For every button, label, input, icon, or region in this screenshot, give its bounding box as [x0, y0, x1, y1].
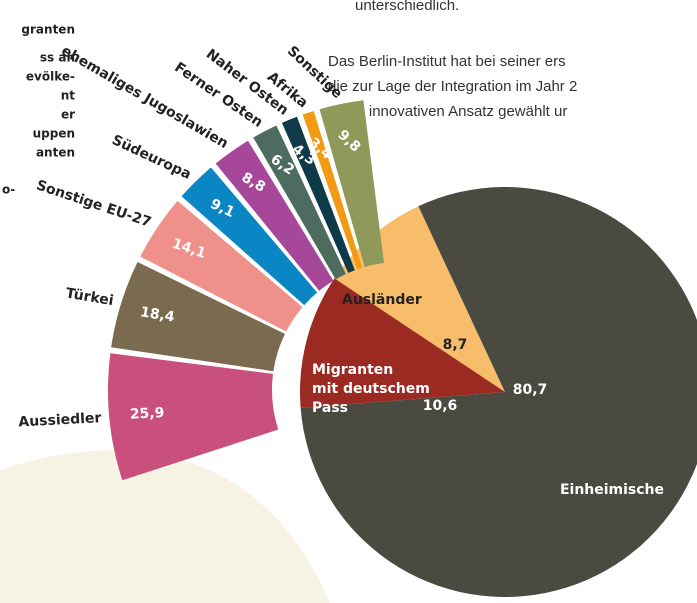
value-label: 25,9 [129, 405, 164, 423]
category-label: Sonstige EU-27 [34, 177, 153, 230]
value-label: 80,7 [513, 382, 548, 398]
slice-label: Ausländer [342, 292, 422, 308]
paragraph-line: einen innovativen Ansatz gewählt ur [328, 103, 567, 120]
fan-segment [181, 167, 318, 306]
text-fragment: anten [36, 146, 75, 160]
fan-segment [111, 262, 285, 372]
value-label: 18,4 [139, 304, 176, 326]
text-fragment: uppen [33, 127, 75, 141]
pie-slice [300, 187, 697, 597]
top-text: unterschiedlich. [355, 0, 459, 14]
fan-segment [108, 353, 279, 481]
text-fragment: granten [21, 23, 75, 37]
fan-segment [253, 125, 346, 280]
fan-segment [140, 200, 303, 332]
fan-segment [215, 140, 334, 291]
fan-segment [319, 100, 384, 267]
text-fragment: evölke- [26, 70, 75, 84]
slice-label: Migranten mit deutschem Pass [312, 362, 430, 416]
value-label: 8,7 [443, 337, 468, 353]
pie-slice [299, 278, 505, 409]
category-label: Südeuropa [109, 132, 193, 183]
text-fragment: er [61, 108, 75, 122]
fan-segment [281, 116, 355, 273]
paragraph-line: Das Berlin-Institut hat bei seiner ers [328, 53, 566, 70]
text-fragment: nt [61, 89, 76, 103]
text-fragment: ss an [40, 51, 75, 65]
category-label: Aussiedler [18, 410, 102, 430]
category-label: Türkei [64, 285, 114, 309]
paragraph-line: die zur Lage der Integration im Jahr 2 [328, 78, 577, 95]
slice-label: Einheimische [560, 482, 664, 498]
value-label: 10,6 [423, 398, 458, 414]
text-fragment: o- [2, 183, 15, 197]
background-shape [0, 450, 330, 603]
fan-segment [302, 111, 363, 270]
